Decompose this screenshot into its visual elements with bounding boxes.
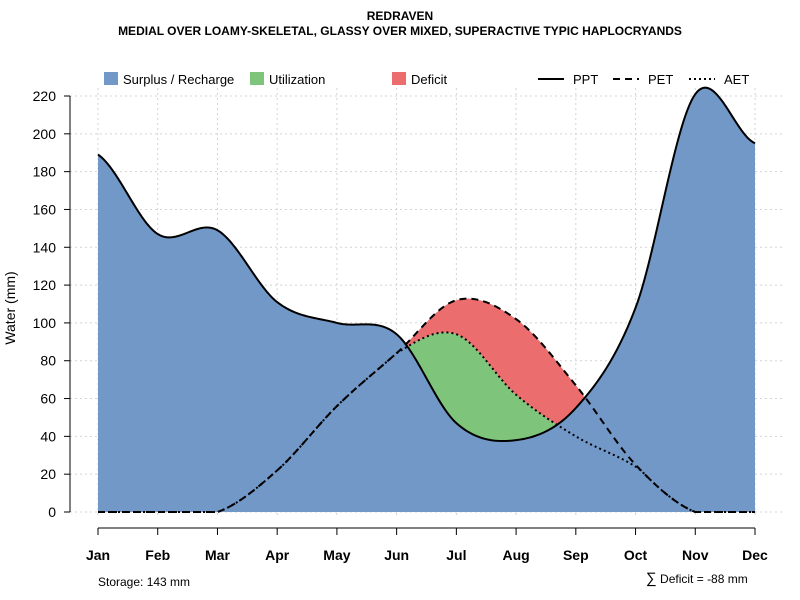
ppt-line xyxy=(97,86,756,443)
area-layer xyxy=(98,87,755,512)
legend-swatch xyxy=(104,72,118,85)
y-tick-label: 80 xyxy=(40,353,56,369)
legend: Surplus / Recharge Utilization Deficit PPT P… xyxy=(104,72,749,87)
x-tick-label: May xyxy=(323,547,350,563)
pet-line xyxy=(98,297,755,513)
x-tick-label: Dec xyxy=(742,547,768,563)
chart-subtitle: MEDIAL OVER LOAMY-SKELETAL, GLASSY OVER … xyxy=(118,24,682,38)
legend-label: PET xyxy=(648,72,673,87)
x-tick-label: Jan xyxy=(86,547,110,563)
legend-label: Deficit xyxy=(411,72,448,87)
line-layer xyxy=(97,86,756,513)
storage-note: Storage: 143 mm xyxy=(98,575,191,589)
x-tick-label: Jun xyxy=(384,547,409,563)
y-tick-label: 0 xyxy=(48,504,56,520)
x-tick-label: Mar xyxy=(205,547,230,563)
x-tick-label: Sep xyxy=(563,547,589,563)
legend-label: AET xyxy=(724,72,749,87)
utilization-area xyxy=(408,332,556,442)
y-tick-label: 60 xyxy=(40,391,56,407)
y-axis-label: Water (mm) xyxy=(2,271,18,344)
legend-label: Surplus / Recharge xyxy=(123,72,234,87)
x-tick-label: Jul xyxy=(446,547,466,563)
x-tick-label: Feb xyxy=(145,547,170,563)
sum-symbol: ∑ xyxy=(646,570,657,587)
x-tick-label: Nov xyxy=(682,547,709,563)
x-tick-label: Apr xyxy=(265,547,290,563)
y-tick-label: 220 xyxy=(33,88,57,104)
y-tick-label: 100 xyxy=(33,315,57,331)
y-tick-label: 20 xyxy=(40,466,56,482)
deficit-area xyxy=(406,298,584,425)
legend-label: Utilization xyxy=(269,72,325,87)
x-tick-label: Aug xyxy=(502,547,529,563)
deficit-note: ∑ Deficit = -88 mm xyxy=(646,570,748,587)
y-tick-label: 160 xyxy=(33,201,57,217)
surplus-area xyxy=(98,87,755,512)
axes: 0 20 40 60 80 100 120 140 160 180 200 220 Jan Feb Mar A… xyxy=(2,88,768,563)
y-tick-label: 200 xyxy=(33,126,57,142)
chart-title: REDRAVEN xyxy=(366,9,434,23)
legend-swatch xyxy=(250,72,264,85)
y-tick-label: 40 xyxy=(40,428,56,444)
x-tick-label: Oct xyxy=(624,547,648,563)
deficit-value: Deficit = -88 mm xyxy=(660,572,748,586)
legend-label: PPT xyxy=(573,72,598,87)
y-tick-label: 140 xyxy=(33,239,57,255)
legend-swatch xyxy=(392,72,406,85)
y-tick-label: 120 xyxy=(33,277,57,293)
y-tick-label: 180 xyxy=(33,164,57,180)
